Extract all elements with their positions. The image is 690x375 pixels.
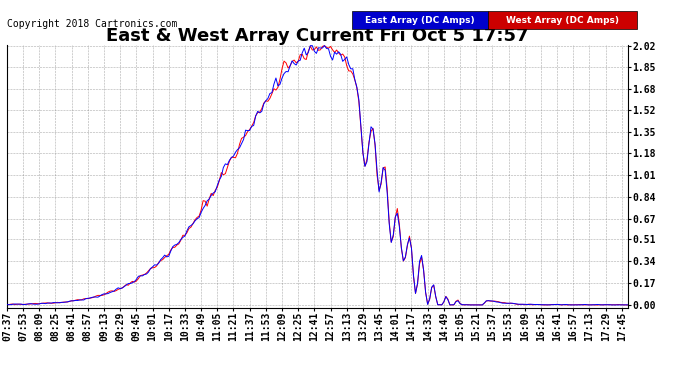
FancyBboxPatch shape — [489, 11, 638, 29]
FancyBboxPatch shape — [352, 11, 489, 29]
Text: Copyright 2018 Cartronics.com: Copyright 2018 Cartronics.com — [7, 19, 177, 29]
Text: East Array (DC Amps): East Array (DC Amps) — [365, 15, 475, 25]
Title: East & West Array Current Fri Oct 5 17:57: East & West Array Current Fri Oct 5 17:5… — [106, 27, 529, 45]
Text: West Array (DC Amps): West Array (DC Amps) — [506, 15, 619, 25]
